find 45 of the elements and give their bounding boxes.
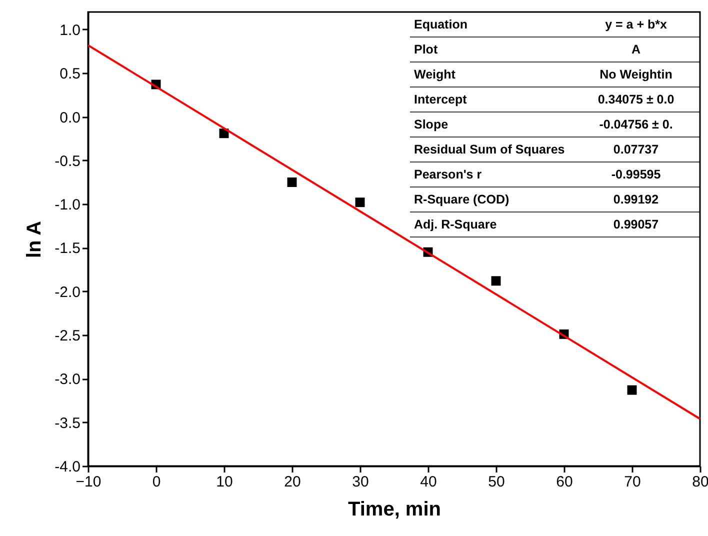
y-tick-label: 0.5 — [60, 66, 80, 83]
x-tick-label: 30 — [352, 474, 369, 490]
x-tick-label: 20 — [284, 474, 301, 490]
y-tick-label: -2.5 — [54, 328, 80, 345]
annotation: Equation — [414, 18, 468, 32]
x-tick-label: 70 — [624, 474, 641, 490]
x-tick-label: 10 — [216, 474, 233, 490]
y-tick-label: -1.0 — [54, 196, 80, 214]
annotation: Intercept — [414, 92, 468, 106]
y-tick-label: -3.0 — [54, 371, 80, 388]
annotation: No Weightin — [600, 68, 672, 82]
annotation: -0.04756 ± 0. — [599, 118, 673, 132]
x-tick-label: −10 — [76, 474, 102, 490]
x-axis-title: Time, min — [348, 498, 441, 520]
x-tick-label: 0 — [152, 474, 161, 490]
y-tick-label: -0.5 — [54, 152, 80, 170]
x-tick-label: 60 — [556, 474, 573, 490]
y-axis-title: ln A — [24, 220, 46, 258]
annotation: Pearson's r — [414, 168, 482, 182]
point — [355, 198, 365, 208]
annotation: Slope — [414, 118, 448, 132]
annotation: -0.99595 — [611, 168, 661, 182]
point — [287, 178, 297, 187]
annotation: 0.34075 ± 0.0 — [598, 92, 674, 106]
annotation: R-Square (COD) — [414, 192, 510, 206]
y-tick-label: -2.0 — [54, 284, 80, 301]
point — [627, 385, 637, 395]
point — [491, 276, 501, 286]
annotation: Residual Sum of Squares — [414, 142, 565, 156]
annotation: y = a + b*x — [605, 18, 667, 32]
x-tick-label: 50 — [488, 474, 505, 490]
annotation: Adj. R-Square — [414, 218, 497, 232]
annotation: Weight — [414, 68, 456, 82]
annotation: Plot — [414, 42, 438, 56]
y-tick-label: 0.0 — [60, 109, 80, 126]
annotation: 0.99192 — [613, 192, 659, 206]
x-tick-label: 40 — [420, 474, 437, 490]
x-tick-label: 80 — [692, 474, 708, 490]
y-tick-label: -1.5 — [54, 240, 80, 258]
y-tick-label: -3.5 — [54, 414, 80, 432]
annotation: A — [631, 42, 641, 56]
y-tick-label: -4.0 — [54, 458, 80, 476]
annotation: 0.07737 — [613, 142, 659, 156]
y-tick-label: 1.0 — [60, 22, 80, 39]
annotation: 0.99057 — [613, 218, 659, 232]
